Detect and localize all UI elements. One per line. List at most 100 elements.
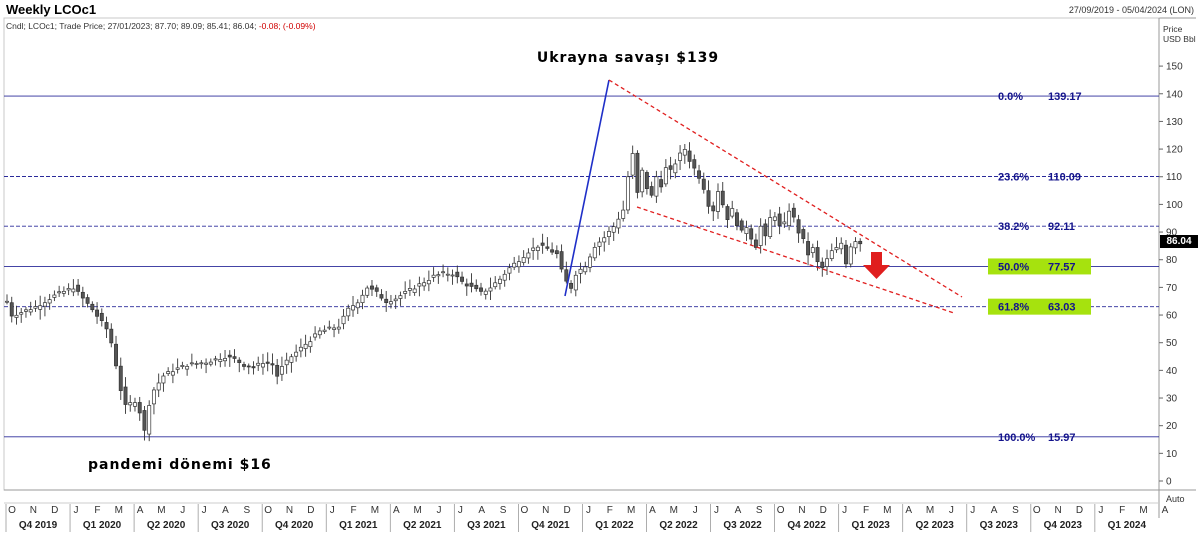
x-quarter-label: Q4 2023 [1044,520,1083,531]
candle [42,296,47,317]
candle [360,289,365,310]
candle [284,352,289,374]
fib-pct-label: 100.0% [998,432,1036,444]
candle [38,295,43,320]
candle [725,204,730,229]
y-tick-label: 100 [1166,200,1183,211]
candle [332,324,337,338]
candle [242,361,246,371]
x-month-label: M [926,505,934,516]
auto-scale-toggle[interactable]: Auto [1166,494,1185,504]
x-month-label: D [1076,505,1083,516]
candle [644,170,649,195]
candle [355,299,360,315]
x-month-label: D [820,505,827,516]
x-month-label: A [905,505,912,516]
candle [384,290,389,312]
candle [697,164,701,184]
x-month-label: F [607,505,613,516]
y-tick-label: 50 [1166,338,1178,349]
candle [341,309,346,330]
candle [114,335,118,370]
candle [388,294,393,309]
candle [460,271,464,285]
candle [275,358,280,385]
x-quarter-label: Q2 2020 [147,520,186,531]
candle [820,257,825,277]
candle [61,286,66,297]
y-tick-label: 140 [1166,89,1183,100]
candle [431,267,436,282]
x-month-label: J [202,505,207,516]
x-month-label: S [756,505,763,516]
candle [137,396,142,421]
candle [180,361,185,370]
candle [270,353,275,375]
y-tick-label: 120 [1166,145,1183,156]
candle [393,294,398,310]
candle [682,144,687,164]
candle [701,172,706,194]
candle [744,220,749,241]
candle [635,150,640,199]
candle [730,200,735,219]
candle [526,248,531,264]
candle [19,308,24,323]
candle [474,279,479,292]
candle [498,275,502,290]
candle [374,284,379,297]
candle [118,357,123,400]
candle [308,336,313,353]
x-month-label: A [735,505,742,516]
x-month-label: O [521,505,529,516]
x-month-label: N [286,505,293,516]
candle [791,203,796,223]
candle [716,183,720,219]
candle [426,270,431,292]
candle [412,285,417,296]
candle [531,237,536,260]
x-quarter-label: Q2 2022 [659,520,698,531]
candle [578,262,583,284]
candle [479,282,483,296]
candle [787,203,792,231]
x-month-label: J [1098,505,1103,516]
candle [14,305,19,325]
y-tick-label: 40 [1166,366,1178,377]
y-tick-label: 0 [1166,477,1172,488]
candle [199,360,204,369]
candle [251,361,256,375]
candle [559,244,564,273]
candle [403,281,408,299]
fib-value-label: 92.11 [1048,221,1075,233]
y-tick-label: 150 [1166,62,1183,73]
candle [502,270,507,287]
candle [782,212,787,228]
candle [66,283,71,296]
x-month-label: F [351,505,357,516]
fib-pct-label: 0.0% [998,91,1023,103]
candle [768,209,773,239]
candle [450,269,455,285]
candle [185,364,190,376]
candle [673,159,678,179]
candle [109,323,114,348]
candle [24,306,28,318]
candle [218,353,223,368]
candle [829,243,834,262]
x-quarter-label: Q2 2021 [403,520,442,531]
candle [265,352,270,372]
candle [256,356,261,371]
candle [839,237,844,255]
fib-pct-label: 23.6% [998,171,1029,183]
candle [298,338,303,358]
ohlc-readout: Cndl; LCOc1; Trade Price; 27/01/2023; 87… [6,21,316,31]
candle [535,244,540,260]
candle [810,243,815,258]
y-tick-label: 10 [1166,449,1178,460]
y-tick-label: 20 [1166,421,1178,432]
chart-title: Weekly LCOc1 [6,2,97,17]
candle [422,277,427,291]
x-quarter-label: Q3 2020 [211,520,250,531]
